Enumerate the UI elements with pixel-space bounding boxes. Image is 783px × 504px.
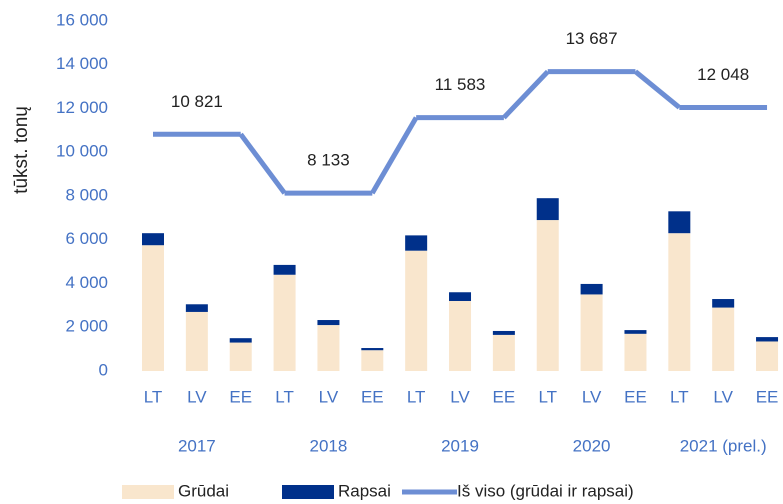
x-tick-label: LV: [713, 387, 733, 406]
bar-segment: [712, 307, 735, 371]
line-segment: [238, 132, 287, 195]
bar-segment: [229, 342, 252, 371]
x-tick-label: LT: [407, 387, 426, 406]
x-tick-label: LT: [670, 387, 689, 406]
bar-segment: [624, 333, 647, 371]
x-tick-label: LV: [450, 387, 470, 406]
bar-segment: [668, 233, 691, 371]
x-tick-label: LT: [144, 387, 163, 406]
legend-swatch: [282, 485, 334, 499]
bar-segment: [492, 330, 515, 335]
bar-segment: [405, 235, 428, 251]
bar-segment: [536, 220, 559, 371]
x-tick-label: LV: [582, 387, 602, 406]
bar-segment: [317, 320, 340, 326]
bar-segment: [185, 304, 208, 312]
x-tick-label: EE: [756, 387, 779, 406]
y-tick-label: 10 000: [56, 142, 108, 161]
bar-segment: [361, 348, 384, 351]
bar-segment: [273, 264, 296, 275]
bar-segment: [142, 245, 164, 371]
group-label: 2018: [310, 436, 348, 455]
x-tick-label: LT: [275, 387, 294, 406]
bar-segment: [273, 274, 296, 371]
group-label: 2017: [178, 436, 216, 455]
line-segment: [502, 69, 550, 120]
group-label: 2019: [441, 436, 479, 455]
bar-segment: [229, 338, 252, 343]
legend-label: Iš viso (grūdai ir rapsai): [457, 481, 634, 500]
y-tick-label: 4 000: [65, 273, 108, 292]
bar-segment: [449, 301, 472, 371]
bar-segment: [185, 311, 208, 371]
data-label: 12 048: [697, 65, 749, 84]
bar-segment: [624, 330, 647, 334]
x-tick-label: EE: [493, 387, 516, 406]
group-label: 2020: [573, 436, 611, 455]
bar-segment: [142, 233, 164, 246]
legend-swatch: [122, 485, 174, 499]
y-tick-label: 6 000: [65, 229, 108, 248]
legend-label: Rapsai: [338, 481, 391, 500]
bar-segment: [405, 250, 428, 371]
group-label: 2021 (prel.): [680, 436, 767, 455]
line-segment: [370, 116, 419, 195]
bar-segment: [580, 294, 603, 371]
bar-segment: [756, 337, 779, 342]
bar-segment: [580, 283, 603, 295]
bar-segment: [668, 211, 691, 234]
y-tick-label: 16 000: [56, 10, 108, 29]
x-tick-label: LV: [319, 387, 339, 406]
x-tick-label: EE: [624, 387, 647, 406]
data-label: 8 133: [307, 151, 350, 170]
y-tick-label: 0: [99, 360, 108, 379]
y-tick-label: 12 000: [56, 98, 108, 117]
bar-segment: [361, 350, 384, 371]
data-label: 10 821: [171, 92, 223, 111]
y-tick-label: 14 000: [56, 54, 108, 73]
data-label: 11 583: [435, 75, 486, 94]
data-label: 13 687: [566, 29, 618, 48]
line-segment: [633, 69, 681, 110]
y-tick-label: 8 000: [65, 185, 108, 204]
bar-segment: [536, 198, 559, 221]
x-tick-label: EE: [229, 387, 252, 406]
legend-label: Grūdai: [178, 481, 229, 500]
x-tick-label: LT: [538, 387, 557, 406]
x-tick-label: LV: [187, 387, 207, 406]
y-tick-label: 2 000: [65, 317, 108, 336]
bar-segment: [492, 334, 515, 371]
bar-segment: [449, 292, 472, 301]
x-tick-label: EE: [361, 387, 384, 406]
bar-segment: [712, 299, 735, 308]
y-axis-label: tūkst. tonų: [11, 106, 32, 194]
bar-segment: [317, 325, 340, 371]
bar-segment: [756, 341, 779, 371]
